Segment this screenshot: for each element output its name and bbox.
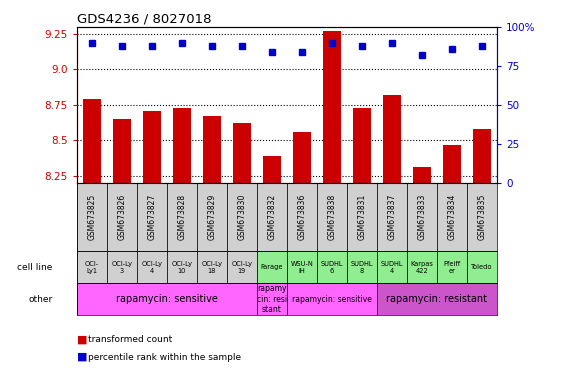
Text: cell line: cell line — [17, 263, 53, 272]
Text: rapamy
cin: resi
stant: rapamy cin: resi stant — [257, 284, 287, 314]
Bar — [317, 252, 347, 283]
Text: Pfeiff
er: Pfeiff er — [444, 261, 461, 274]
Text: SUDHL
8: SUDHL 8 — [350, 261, 373, 274]
Bar — [77, 283, 257, 315]
Bar — [323, 31, 341, 183]
Text: transformed count: transformed count — [88, 335, 172, 344]
Text: OCI-Ly
3: OCI-Ly 3 — [111, 261, 132, 274]
Bar — [317, 183, 347, 252]
Bar — [167, 252, 197, 283]
Text: Toledo: Toledo — [471, 264, 492, 270]
Bar — [287, 183, 317, 252]
Bar — [287, 283, 377, 315]
Bar — [377, 283, 497, 315]
Bar — [167, 183, 197, 252]
Text: GSM673825: GSM673825 — [87, 194, 96, 240]
Text: OCI-Ly
10: OCI-Ly 10 — [172, 261, 192, 274]
Text: rapamycin: sensitive: rapamycin: sensitive — [292, 295, 372, 303]
Bar — [287, 252, 317, 283]
Text: Karpas
422: Karpas 422 — [411, 261, 433, 274]
Bar — [137, 183, 167, 252]
Bar — [353, 108, 371, 183]
Bar — [377, 252, 407, 283]
Bar — [347, 252, 377, 283]
Text: GSM673834: GSM673834 — [448, 194, 457, 240]
Text: GSM673837: GSM673837 — [387, 194, 396, 240]
Bar — [437, 183, 467, 252]
Text: ■: ■ — [77, 352, 87, 362]
Bar — [137, 252, 167, 283]
Bar — [107, 183, 137, 252]
Bar — [473, 129, 491, 183]
Bar — [467, 183, 497, 252]
Text: GSM673829: GSM673829 — [207, 194, 216, 240]
Bar — [293, 132, 311, 183]
Text: OCI-Ly
4: OCI-Ly 4 — [141, 261, 162, 274]
Bar — [413, 167, 431, 183]
Bar — [203, 116, 221, 183]
Bar — [257, 183, 287, 252]
Bar — [263, 156, 281, 183]
Text: GSM673832: GSM673832 — [268, 194, 276, 240]
Bar — [83, 99, 101, 183]
Bar — [257, 252, 287, 283]
Text: GSM673836: GSM673836 — [298, 194, 306, 240]
Text: WSU-N
IH: WSU-N IH — [290, 261, 313, 274]
Bar — [407, 252, 437, 283]
Text: rapamycin: sensitive: rapamycin: sensitive — [116, 294, 218, 304]
Text: other: other — [28, 295, 53, 303]
Text: GSM673838: GSM673838 — [327, 194, 336, 240]
Text: percentile rank within the sample: percentile rank within the sample — [88, 353, 241, 362]
Text: GSM673835: GSM673835 — [478, 194, 486, 240]
Bar — [173, 108, 191, 183]
Bar — [112, 119, 131, 183]
Bar — [197, 183, 227, 252]
Text: GSM673827: GSM673827 — [147, 194, 156, 240]
Bar — [77, 252, 107, 283]
Bar — [437, 252, 467, 283]
Text: SUDHL
4: SUDHL 4 — [381, 261, 403, 274]
Bar — [467, 252, 497, 283]
Text: GDS4236 / 8027018: GDS4236 / 8027018 — [77, 13, 211, 26]
Text: GSM673828: GSM673828 — [177, 194, 186, 240]
Bar — [257, 283, 287, 315]
Bar — [77, 183, 107, 252]
Text: OCI-Ly
18: OCI-Ly 18 — [201, 261, 222, 274]
Text: OCI-Ly
19: OCI-Ly 19 — [231, 261, 252, 274]
Text: SUDHL
6: SUDHL 6 — [320, 261, 343, 274]
Bar — [443, 145, 461, 183]
Bar — [347, 183, 377, 252]
Text: GSM673831: GSM673831 — [357, 194, 366, 240]
Text: GSM673830: GSM673830 — [237, 194, 247, 240]
Bar — [407, 183, 437, 252]
Text: ■: ■ — [77, 335, 87, 345]
Bar — [227, 183, 257, 252]
Text: GSM673833: GSM673833 — [417, 194, 427, 240]
Bar — [197, 252, 227, 283]
Text: rapamycin: resistant: rapamycin: resistant — [386, 294, 487, 304]
Bar — [143, 111, 161, 183]
Bar — [233, 123, 251, 183]
Bar — [377, 183, 407, 252]
Bar — [107, 252, 137, 283]
Bar — [383, 95, 401, 183]
Bar — [227, 252, 257, 283]
Text: OCI-
Ly1: OCI- Ly1 — [85, 261, 99, 274]
Text: Farage: Farage — [261, 264, 283, 270]
Text: GSM673826: GSM673826 — [117, 194, 126, 240]
